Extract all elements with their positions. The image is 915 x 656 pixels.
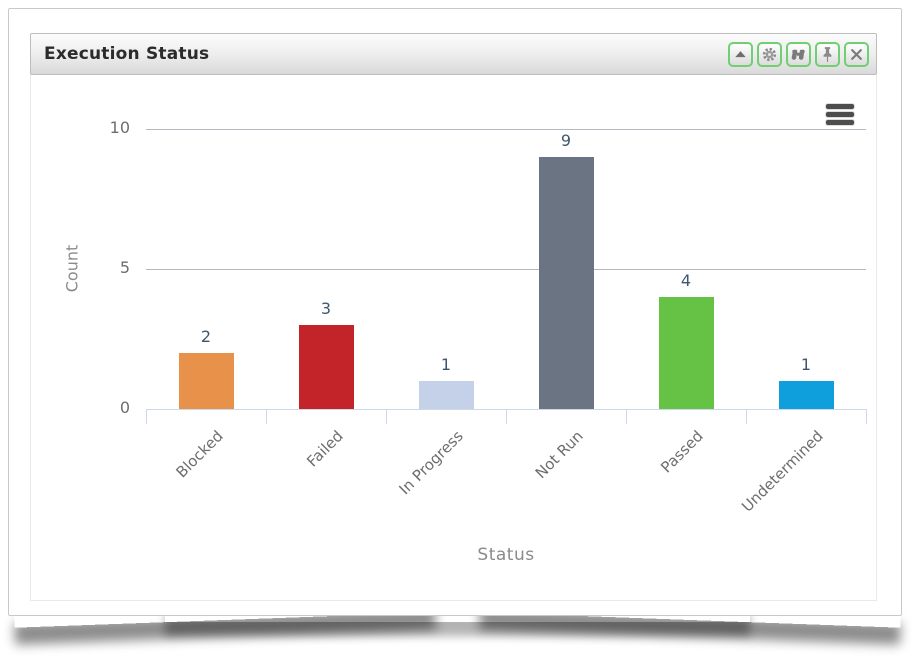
binoculars-icon: [791, 49, 805, 60]
x-axis-tick-6: [866, 409, 867, 424]
widget-header: Execution Status: [30, 33, 877, 75]
x-axis-title: Status: [477, 545, 535, 565]
y-axis-label-5: 5: [119, 258, 130, 277]
search-button[interactable]: [786, 41, 811, 67]
x-axis-tick-1: [266, 409, 267, 424]
x-axis-tick-3: [506, 409, 507, 424]
bar-value-label: 3: [320, 299, 332, 318]
bar-value-label: 9: [560, 131, 572, 150]
pushpin-icon: [823, 46, 832, 62]
x-axis-tick-5: [746, 409, 747, 424]
y-gridline-5: [146, 269, 866, 270]
collapse-button[interactable]: [728, 41, 753, 67]
close-x-icon: [851, 48, 862, 60]
bar-passed[interactable]: [658, 297, 714, 409]
hamburger-menu-icon[interactable]: [826, 104, 854, 128]
widget-toolbar: [728, 41, 869, 67]
y-axis-title: Count: [62, 244, 82, 293]
x-axis-tick-4: [626, 409, 627, 424]
bar-undetermined[interactable]: [778, 381, 834, 409]
y-gridline-10: [146, 129, 866, 130]
execution-status-chart: Count Status 0 5 10 2 Blocked 3 Failed 1 In Prog…: [31, 75, 876, 600]
bar-value-label: 1: [440, 355, 452, 374]
widget-body: Count Status 0 5 10 2 Blocked 3 Failed 1 In Prog…: [30, 75, 877, 601]
x-axis-tick-2: [386, 409, 387, 424]
pin-button[interactable]: [815, 41, 840, 67]
bar-not-run[interactable]: [538, 157, 594, 409]
y-axis-label-0: 0: [119, 398, 130, 417]
x-axis-tick-0: [146, 409, 147, 424]
bar-value-label: 2: [200, 327, 212, 346]
close-button[interactable]: [844, 41, 869, 67]
triangle-up-icon: [735, 50, 746, 57]
y-axis-label-10: 10: [109, 118, 130, 137]
dashboard-card: Execution Status: [8, 8, 902, 616]
bar-blocked[interactable]: [178, 353, 234, 409]
bar-failed[interactable]: [298, 325, 354, 409]
bar-in-progress[interactable]: [418, 381, 474, 409]
widget-title: Execution Status: [44, 44, 210, 64]
settings-button[interactable]: [757, 41, 782, 67]
gear-icon: [762, 47, 777, 61]
bar-value-label: 4: [680, 271, 692, 290]
bar-value-label: 1: [800, 355, 812, 374]
